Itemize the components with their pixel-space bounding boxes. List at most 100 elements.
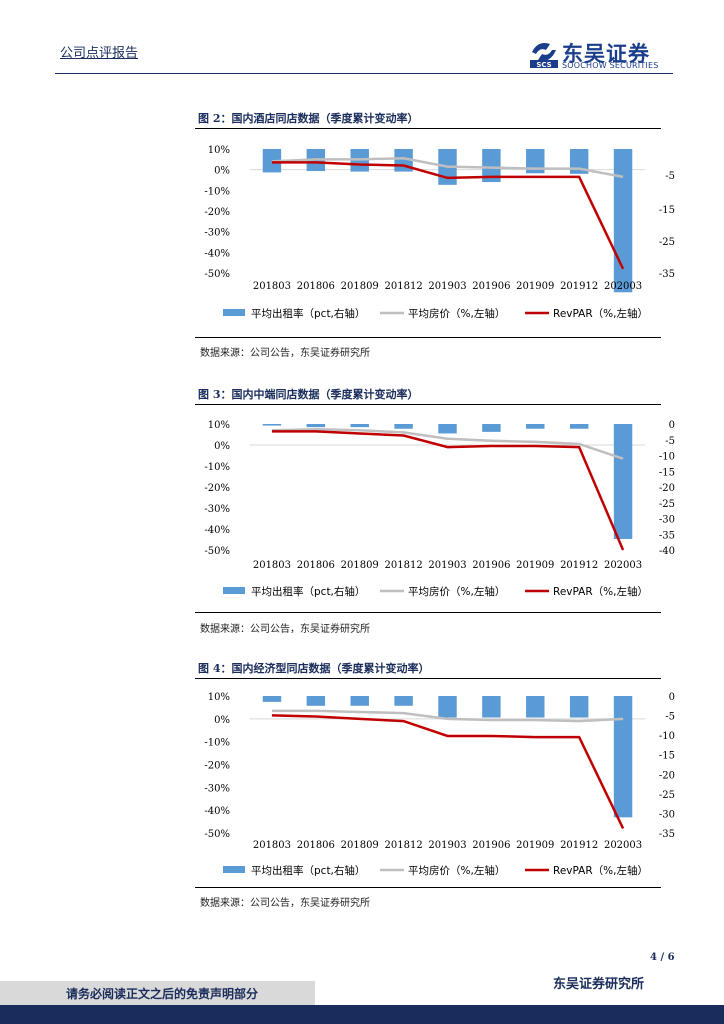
- x-tick-label: 201912: [560, 840, 598, 851]
- right-tick-label: -10: [659, 452, 675, 463]
- figure-3-source: 数据来源：公司公告，东吴证券研究所: [200, 624, 370, 635]
- legend-swatch-bar: [223, 866, 245, 873]
- legend-label: RevPAR（%,左轴）: [553, 864, 648, 877]
- figure-4-chart: 10% 0% -10% -20% -30% -40% -50% 0 -5 -10 -15 -20 -25…: [204, 692, 675, 877]
- right-tick-label: -25: [659, 499, 675, 510]
- left-tick-label: -10%: [204, 462, 230, 473]
- bar-occupancy: [526, 149, 545, 174]
- right-tick-label: -10: [659, 731, 675, 742]
- figure-3-chart: 10% 0% -10% -20% -30% -40% -50% 0 -5 -10 -15 -20 -25…: [204, 420, 675, 598]
- left-tick-label: -40%: [204, 806, 230, 817]
- bar-occupancy: [262, 424, 282, 426]
- left-tick-label: -20%: [204, 761, 230, 772]
- right-tick-label: -5: [665, 712, 675, 723]
- x-tick-label: 201809: [341, 840, 379, 851]
- soochow-logo: SCS 东吴证券 SOOCHOW SECURITIES: [528, 38, 678, 72]
- x-tick-label: 201803: [253, 560, 291, 571]
- right-tick-label: -35: [659, 269, 675, 280]
- bar-occupancy: [613, 149, 633, 293]
- x-tick-label: 201903: [428, 840, 466, 851]
- left-tick-label: -30%: [204, 504, 230, 515]
- figure-2-chart: 10% 0% -10% -20% -30% -40% -50% -5 -15 -25 -35 2018…: [204, 145, 675, 320]
- x-tick-label: 201906: [472, 840, 510, 851]
- right-tick-label: -30: [659, 515, 675, 526]
- logo-en-text: SOOCHOW SECURITIES: [562, 61, 659, 70]
- report-type-label: 公司点评报告: [60, 46, 139, 61]
- right-tick-label: -15: [659, 205, 675, 216]
- line-revpar: [271, 161, 625, 270]
- legend-swatch-bar: [223, 587, 245, 594]
- bar-occupancy: [526, 696, 545, 718]
- bar-occupancy: [394, 424, 413, 429]
- legend-swatch-bar: [223, 309, 245, 316]
- left-tick-label: -50%: [204, 829, 230, 840]
- footer-navy-band: [0, 1005, 724, 1024]
- bar-occupancy: [262, 696, 282, 702]
- line-revpar: [271, 714, 625, 829]
- legend-label: 平均出租率（pct,右轴）: [251, 307, 365, 320]
- x-tick-label: 201806: [297, 281, 335, 292]
- x-tick-label: 201903: [428, 281, 466, 292]
- logo-mark-text: SCS: [536, 61, 551, 69]
- line-avg-price: [271, 157, 624, 179]
- x-tick-label: 201806: [297, 560, 335, 571]
- x-tick-label: 201909: [516, 560, 554, 571]
- right-tick-label: -20: [659, 770, 675, 781]
- left-tick-label: -50%: [204, 269, 230, 280]
- right-tick-label: -5: [665, 436, 675, 447]
- figure-4-top-rule: [195, 678, 661, 679]
- bar-occupancy: [482, 696, 501, 718]
- left-tick-label: 10%: [208, 692, 230, 703]
- legend-label: 平均房价（%,左轴）: [408, 585, 505, 598]
- right-tick-label: -25: [659, 237, 675, 248]
- left-tick-label: -10%: [204, 738, 230, 749]
- figure-2-bottom-rule: [195, 337, 661, 338]
- logo-cn-text: 东吴证券: [562, 42, 650, 66]
- figure-2-top-rule: [195, 128, 661, 129]
- right-tick-label: 0: [669, 692, 675, 703]
- bar-occupancy: [394, 696, 413, 706]
- legend-label: 平均出租率（pct,右轴）: [251, 864, 365, 877]
- right-tick-label: 0: [669, 420, 675, 431]
- x-tick-label: 201812: [385, 840, 423, 851]
- right-tick-label: -25: [659, 790, 675, 801]
- left-tick-label: -40%: [204, 525, 230, 536]
- right-tick-label: -40: [659, 546, 675, 557]
- left-tick-label: -40%: [204, 248, 230, 259]
- x-tick-label: 201809: [341, 281, 379, 292]
- right-tick-label: -35: [659, 829, 675, 840]
- legend-label: 平均房价（%,左轴）: [408, 307, 505, 320]
- figure-4-bottom-rule: [195, 887, 661, 888]
- bar-occupancy: [569, 424, 589, 429]
- header-divider: [55, 73, 673, 74]
- bar-occupancy: [438, 424, 457, 434]
- x-tick-label: 201912: [560, 281, 598, 292]
- x-tick-label: 201806: [297, 840, 335, 851]
- figure-4-title: 图 4：国内经济型同店数据（季度累计变动率）: [198, 662, 430, 675]
- right-tick-label: -15: [659, 467, 675, 478]
- x-tick-label: 201906: [472, 560, 510, 571]
- bar-occupancy: [613, 424, 633, 539]
- bar-occupancy: [306, 424, 326, 428]
- x-tick-label: 201909: [516, 281, 554, 292]
- left-tick-label: -10%: [204, 186, 230, 197]
- right-tick-label: -5: [665, 171, 675, 182]
- legend-label: RevPAR（%,左轴）: [553, 585, 648, 598]
- left-tick-label: -20%: [204, 207, 230, 218]
- bar-occupancy: [613, 696, 633, 818]
- x-tick-label: 202003: [604, 560, 642, 571]
- bar-occupancy: [569, 696, 589, 718]
- right-tick-label: -15: [659, 751, 675, 762]
- right-tick-label: -35: [659, 530, 675, 541]
- left-tick-label: -20%: [204, 483, 230, 494]
- x-tick-label: 201912: [560, 560, 598, 571]
- left-tick-label: -30%: [204, 783, 230, 794]
- left-tick-label: -50%: [204, 546, 230, 557]
- line-avg-price: [271, 709, 624, 723]
- right-tick-label: -30: [659, 809, 675, 820]
- x-tick-label: 201803: [253, 840, 291, 851]
- figure-4-source: 数据来源：公司公告，东吴证券研究所: [200, 898, 370, 909]
- figure-2-title: 图 2：国内酒店同店数据（季度累计变动率）: [198, 112, 419, 125]
- right-tick-label: -20: [659, 483, 675, 494]
- footer-disclaimer-bar: [0, 981, 315, 1005]
